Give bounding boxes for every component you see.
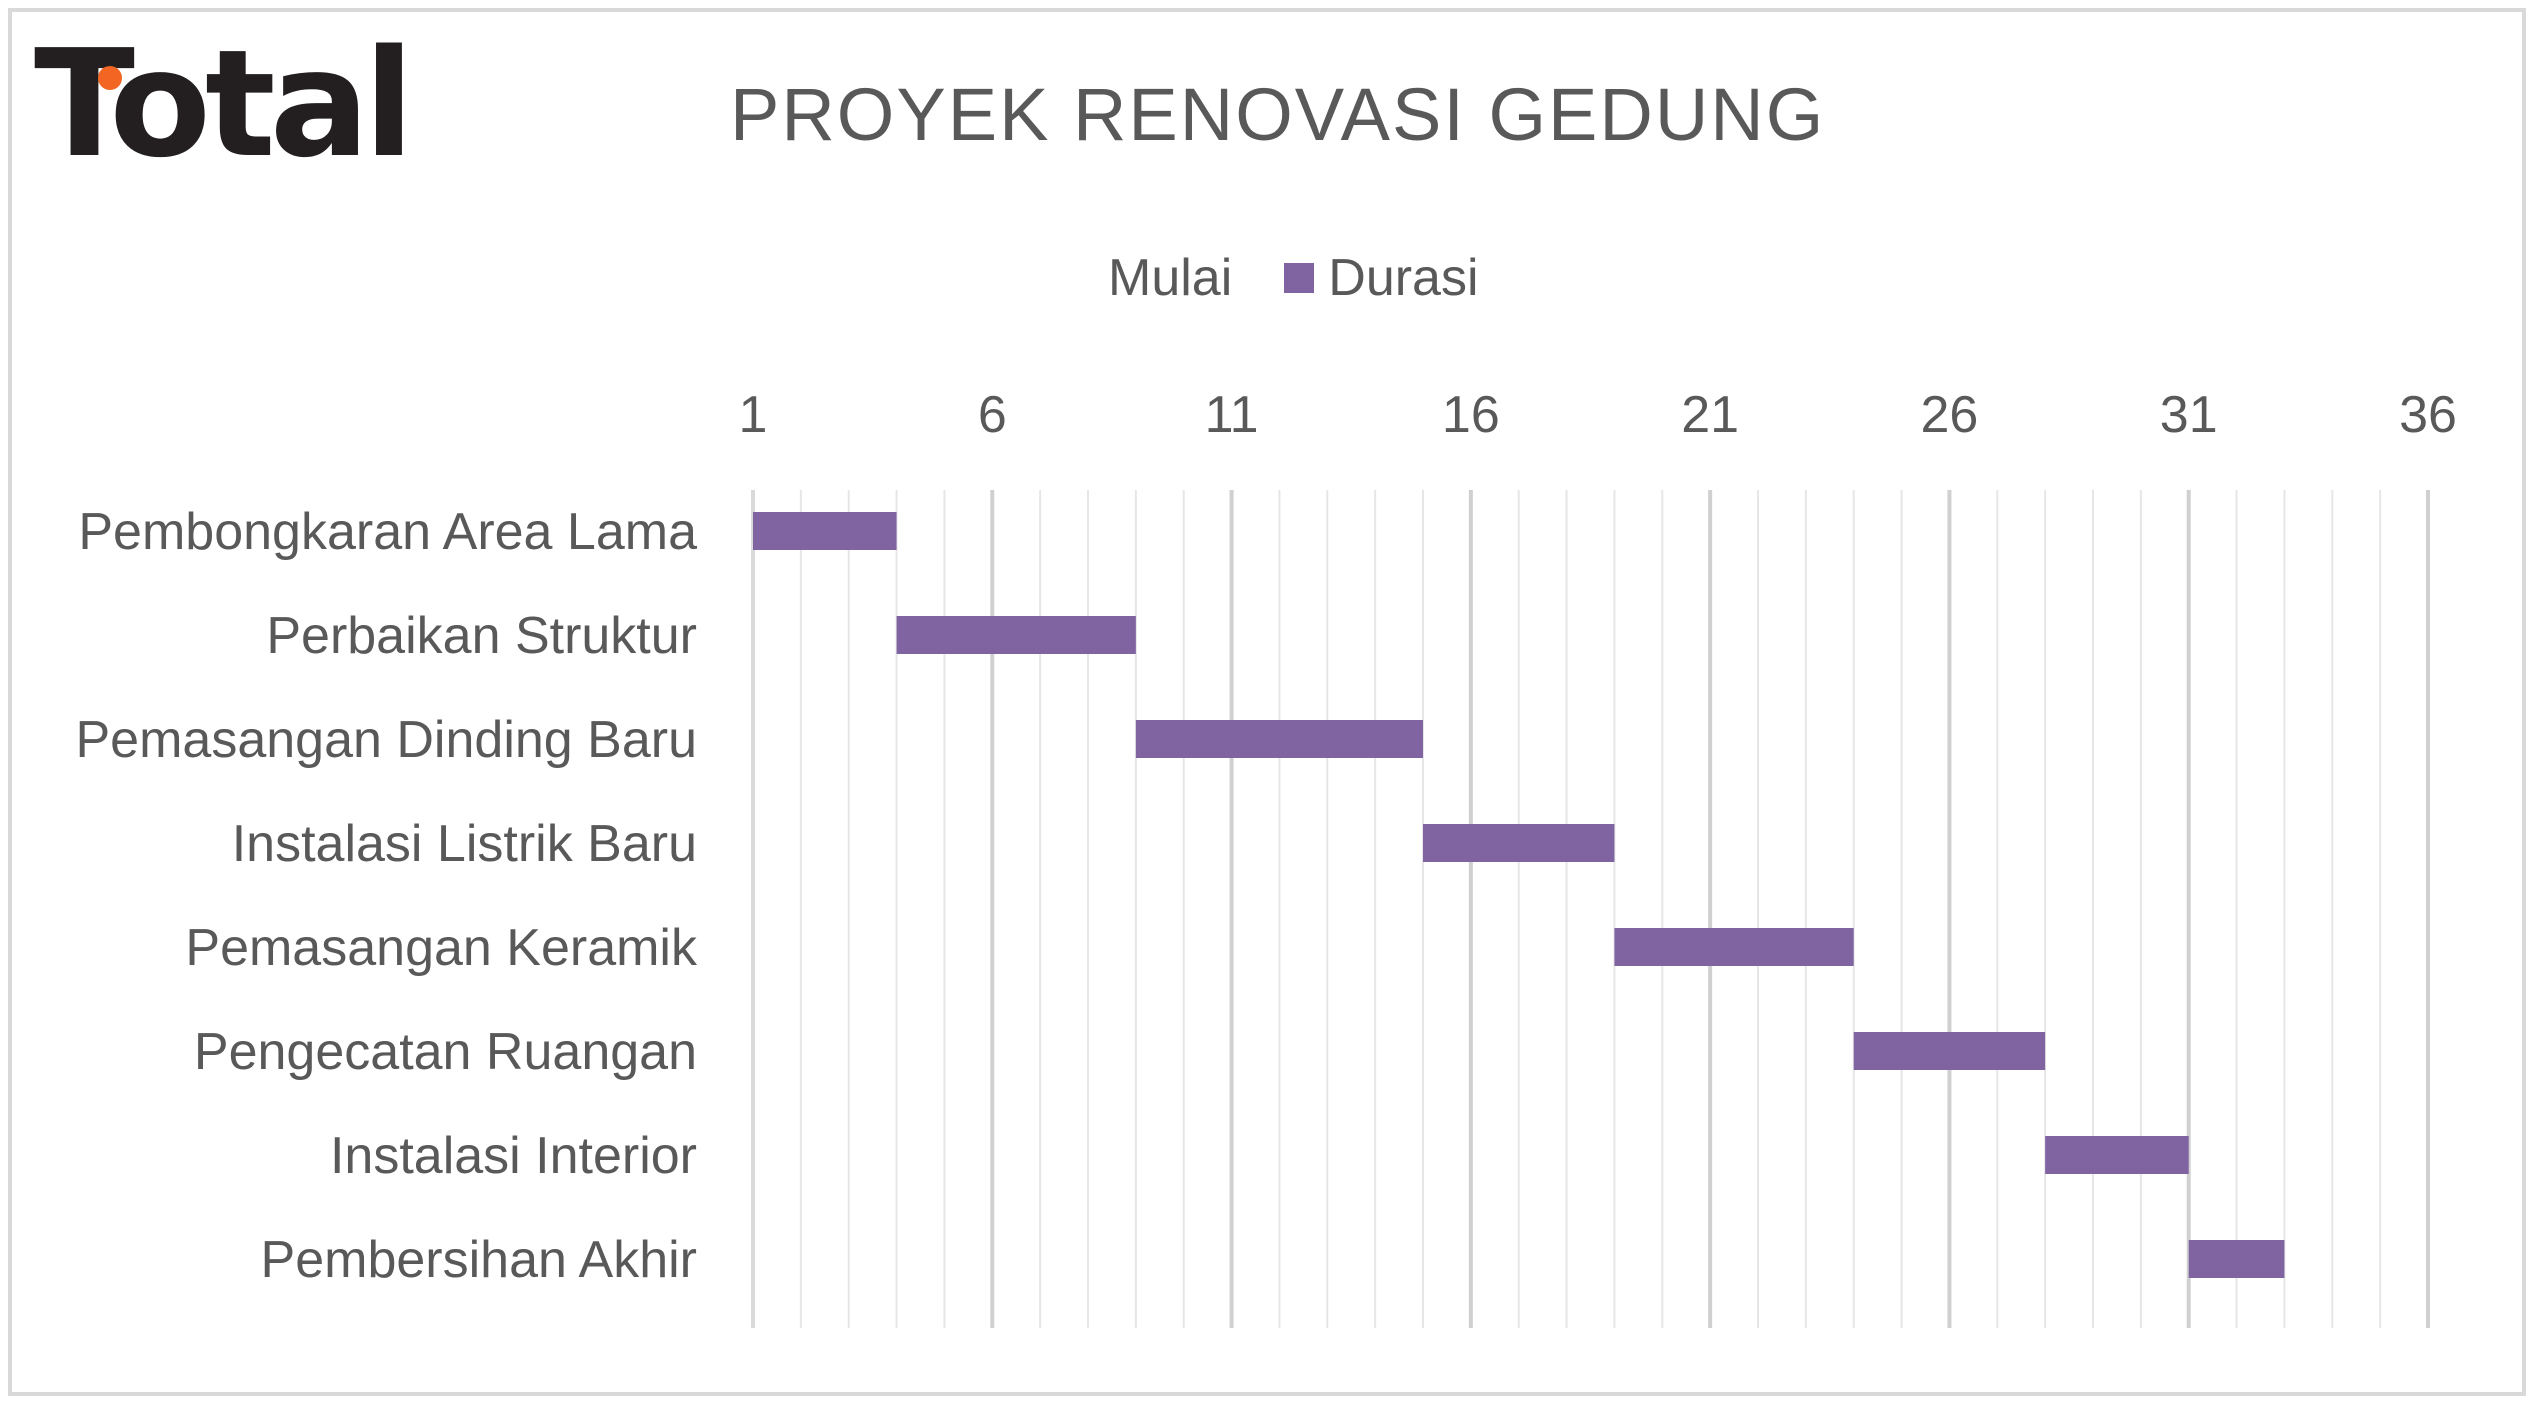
bar-durasi — [1423, 824, 1615, 862]
bar-durasi — [753, 512, 897, 550]
bar-mulai — [753, 1136, 2045, 1174]
category-label: Pengecatan Ruangan — [194, 1023, 697, 1081]
chart-legend: Mulai Durasi — [1108, 248, 1479, 308]
category-label: Perbaikan Struktur — [266, 607, 697, 665]
x-tick-label: 16 — [1442, 386, 1500, 444]
category-label: Instalasi Interior — [330, 1127, 697, 1185]
bar-mulai — [753, 616, 897, 654]
x-tick-label: 36 — [2399, 386, 2457, 444]
legend-label-mulai: Mulai — [1108, 249, 1233, 307]
x-tick-label: 31 — [2160, 386, 2218, 444]
x-tick-label: 1 — [739, 386, 768, 444]
category-label: Pemasangan Keramik — [185, 919, 698, 977]
brand-logo: Total — [34, 30, 414, 178]
bar-durasi — [1614, 928, 1854, 966]
chart-title: PROYEK RENOVASI GEDUNG — [730, 73, 1826, 156]
category-label: Instalasi Listrik Baru — [232, 815, 697, 873]
bar-mulai — [753, 1032, 1854, 1070]
logo-text: Total — [34, 18, 414, 190]
bar-durasi — [2188, 1240, 2285, 1278]
category-label: Pembongkaran Area Lama — [78, 503, 697, 561]
legend-swatch-durasi — [1284, 263, 1315, 293]
bar-durasi — [1853, 1032, 2046, 1070]
bar-durasi — [1135, 720, 1423, 758]
logo-accent-dot — [98, 66, 122, 90]
x-tick-label: 11 — [1205, 386, 1259, 444]
category-label: Pemasangan Dinding Baru — [75, 711, 697, 769]
legend-label-durasi: Durasi — [1328, 249, 1479, 307]
category-label: Pembersihan Akhir — [261, 1231, 697, 1289]
x-tick-label: 26 — [1921, 386, 1979, 444]
bar-durasi — [896, 616, 1136, 654]
bar-durasi — [2045, 1136, 2189, 1174]
x-tick-label: 21 — [1681, 386, 1739, 444]
x-tick-label: 6 — [978, 386, 1007, 444]
